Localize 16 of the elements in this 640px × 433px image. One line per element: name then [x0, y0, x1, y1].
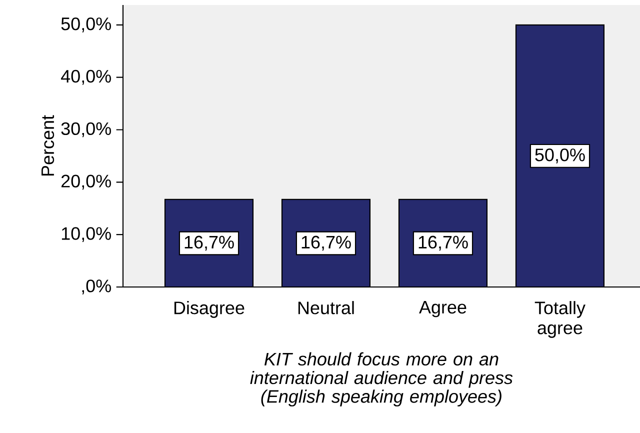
- data-label: 16,7%: [184, 236, 234, 251]
- data-label: 16,7%: [302, 236, 351, 251]
- data-label: 50,0%: [535, 148, 585, 164]
- data-label: 16,7%: [418, 236, 468, 251]
- y-tick-label: ,0%: [82, 280, 111, 294]
- y-tick-label: 40,0%: [61, 70, 111, 85]
- x-tick-label: Disagree: [174, 301, 244, 318]
- y-tick-label: 20,0%: [61, 174, 111, 190]
- x-tick-label: Totally agree: [534, 301, 586, 338]
- y-tick-label: 10,0%: [62, 227, 111, 242]
- x-tick-label: Neutral: [298, 301, 354, 314]
- y-tick-label: 50,0%: [61, 17, 111, 32]
- x-tick-label: Agree: [419, 301, 466, 318]
- x-axis-title: KIT should focus more on an international audience and press (English speaking employees): [250, 352, 513, 406]
- y-tick-label: 30,0%: [61, 122, 111, 138]
- y-axis-title: Percent: [42, 115, 54, 176]
